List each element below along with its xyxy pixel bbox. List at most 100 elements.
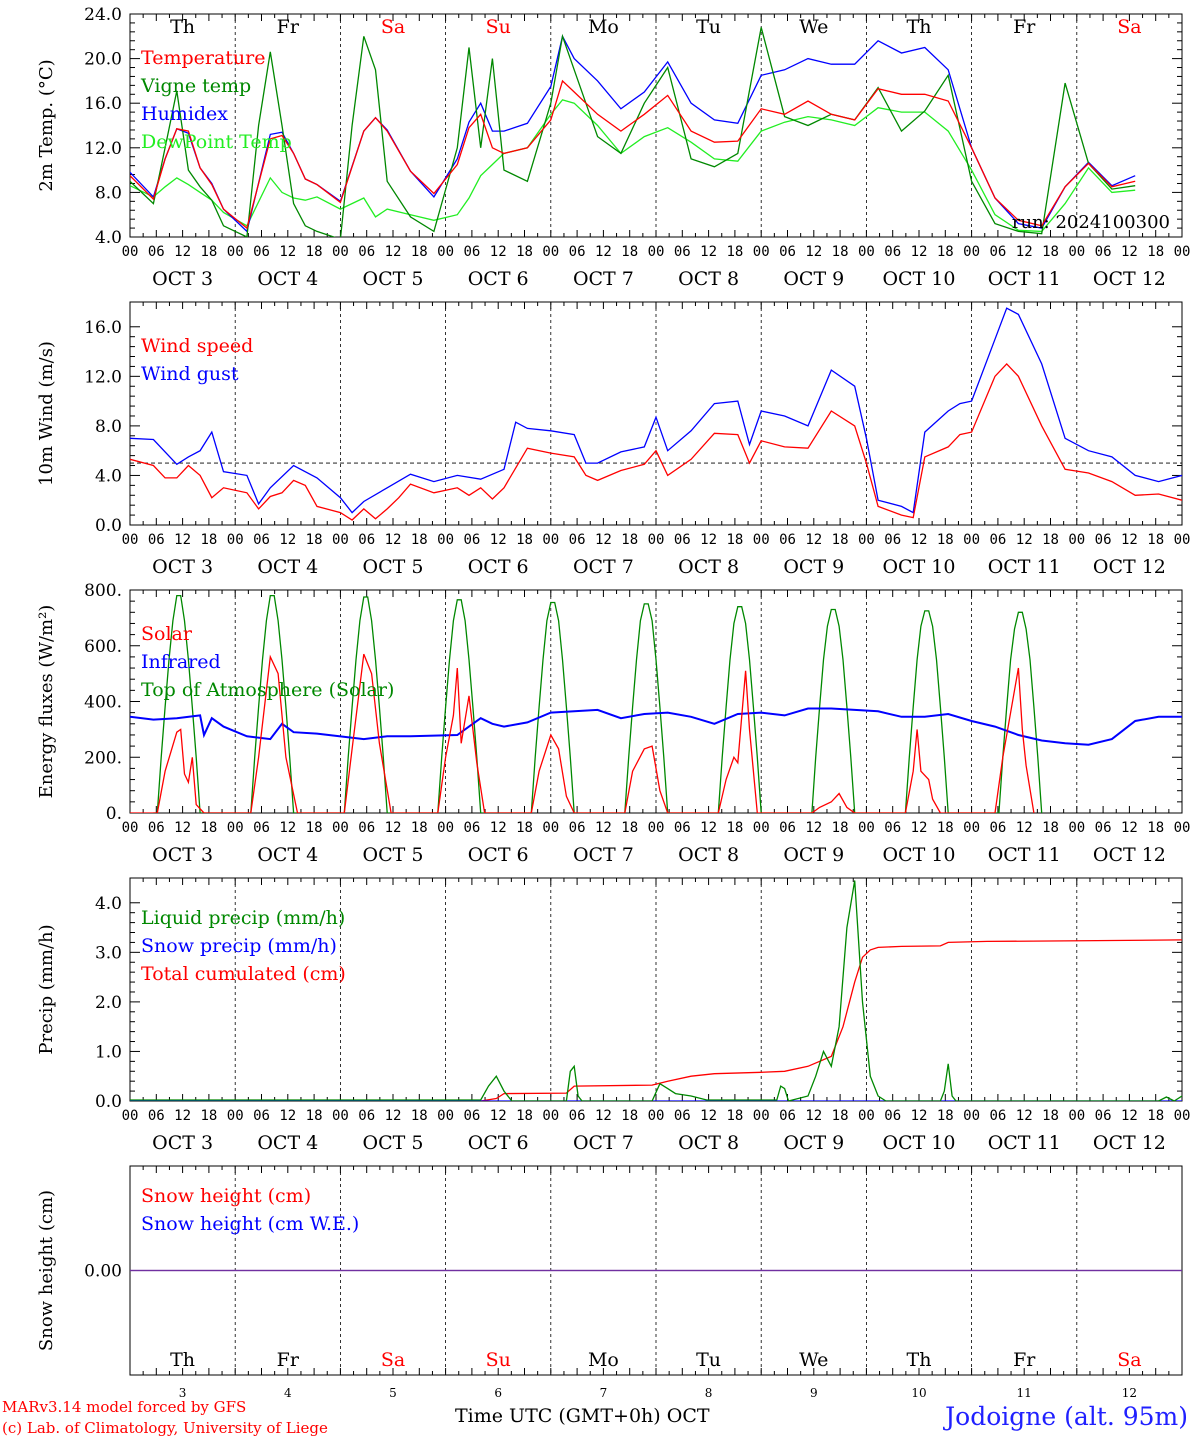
hour-label: 00 <box>1174 532 1191 548</box>
hour-label: 12 <box>279 532 296 548</box>
date-label: OCT 4 <box>257 844 318 866</box>
hour-label: 12 <box>805 820 822 836</box>
hour-label: 12 <box>595 244 612 260</box>
hour-label: 18 <box>306 532 323 548</box>
date-label: OCT 10 <box>882 1132 955 1154</box>
hour-label: 18 <box>726 820 743 836</box>
legend-entry: Total cumulated (cm) <box>141 963 346 985</box>
y-tick-label: 4.0 <box>95 466 122 486</box>
hour-label: 00 <box>648 244 665 260</box>
hour-label: 12 <box>174 820 191 836</box>
hour-label: 06 <box>358 532 375 548</box>
hour-label: 12 <box>385 244 402 260</box>
hour-label: 12 <box>911 1108 928 1124</box>
date-label: OCT 11 <box>988 1132 1061 1154</box>
hour-label: 06 <box>674 244 691 260</box>
hour-label: 06 <box>253 244 270 260</box>
hour-label: 12 <box>490 820 507 836</box>
day-number: 9 <box>810 1386 818 1400</box>
hour-label: 06 <box>1095 820 1112 836</box>
hour-label: 12 <box>911 532 928 548</box>
hour-label: 18 <box>832 820 849 836</box>
hour-label: 12 <box>805 244 822 260</box>
hour-label: 18 <box>1042 820 1059 836</box>
y-tick-label: 20.0 <box>84 50 122 70</box>
hour-label: 06 <box>1095 244 1112 260</box>
hour-label: 00 <box>227 244 244 260</box>
hour-label: 00 <box>753 532 770 548</box>
y-tick-label: 16.0 <box>84 94 122 114</box>
hour-label: 06 <box>463 532 480 548</box>
hour-label: 06 <box>989 820 1006 836</box>
date-label: OCT 3 <box>152 556 213 578</box>
date-label: OCT 4 <box>257 1132 318 1154</box>
hour-label: 00 <box>227 532 244 548</box>
hour-label: 18 <box>937 820 954 836</box>
series-line <box>130 27 1136 237</box>
hour-label: 00 <box>648 1108 665 1124</box>
hour-label: 18 <box>200 532 217 548</box>
hour-label: 00 <box>1068 244 1085 260</box>
hour-label: 18 <box>621 244 638 260</box>
series-line <box>130 707 1182 746</box>
hour-label: 18 <box>411 244 428 260</box>
date-label: OCT 3 <box>152 844 213 866</box>
hour-label: 18 <box>832 532 849 548</box>
date-label: OCT 5 <box>363 268 424 290</box>
day-name: Fr <box>277 16 300 38</box>
day-name: Sa <box>1117 16 1141 38</box>
hour-label: 18 <box>516 244 533 260</box>
hour-label: 18 <box>1147 532 1164 548</box>
hour-label: 06 <box>989 244 1006 260</box>
x-axis-month: OCT <box>666 1405 710 1427</box>
hour-label: 06 <box>148 244 165 260</box>
hour-label: 00 <box>858 244 875 260</box>
hour-label: 00 <box>753 244 770 260</box>
date-label: OCT 7 <box>573 844 634 866</box>
hour-label: 06 <box>989 1108 1006 1124</box>
date-label: OCT 11 <box>988 556 1061 578</box>
legend-entry: Liquid precip (mm/h) <box>141 907 345 929</box>
x-axis-title: Time UTC (GMT+0h) OCT <box>455 1405 710 1427</box>
day-number: 6 <box>494 1386 502 1400</box>
day-name: We <box>799 1349 828 1371</box>
day-number: 7 <box>600 1386 608 1400</box>
hour-label: 06 <box>884 820 901 836</box>
day-name: Fr <box>1013 16 1036 38</box>
day-name: Mo <box>588 16 619 38</box>
hour-label: 06 <box>358 244 375 260</box>
hour-label: 06 <box>569 820 586 836</box>
legend-entry: Wind gust <box>141 363 239 385</box>
day-name: Th <box>907 1349 932 1371</box>
hour-label: 00 <box>1068 1108 1085 1124</box>
y-tick-label: 24.0 <box>84 5 122 25</box>
series-line <box>130 79 1136 230</box>
plot-frame <box>129 301 1183 526</box>
hour-label: 00 <box>542 532 559 548</box>
hour-label: 06 <box>1095 532 1112 548</box>
hour-label: 06 <box>253 1108 270 1124</box>
date-label: OCT 8 <box>678 268 739 290</box>
hour-label: 12 <box>805 1108 822 1124</box>
y-tick-label: 2.0 <box>95 993 122 1013</box>
day-name: Th <box>907 16 932 38</box>
day-name: Tu <box>696 16 721 38</box>
hour-label: 18 <box>726 1108 743 1124</box>
hour-label: 00 <box>542 1108 559 1124</box>
legend-entry: Snow height (cm W.E.) <box>141 1213 359 1235</box>
hour-label: 12 <box>911 820 928 836</box>
date-label: OCT 8 <box>678 1132 739 1154</box>
hour-label: 00 <box>963 1108 980 1124</box>
hour-label: 12 <box>385 1108 402 1124</box>
y-axis-label: 2m Temp. (°C) <box>36 59 57 191</box>
day-number: 10 <box>911 1386 926 1400</box>
hour-label: 00 <box>858 532 875 548</box>
legend-entry: Solar <box>141 623 193 645</box>
hour-label: 00 <box>1068 820 1085 836</box>
hour-label: 06 <box>779 244 796 260</box>
hour-label: 06 <box>674 1108 691 1124</box>
hour-label: 06 <box>779 820 796 836</box>
day-number: 11 <box>1017 1386 1032 1400</box>
hour-label: 18 <box>937 1108 954 1124</box>
hour-label: 00 <box>437 244 454 260</box>
